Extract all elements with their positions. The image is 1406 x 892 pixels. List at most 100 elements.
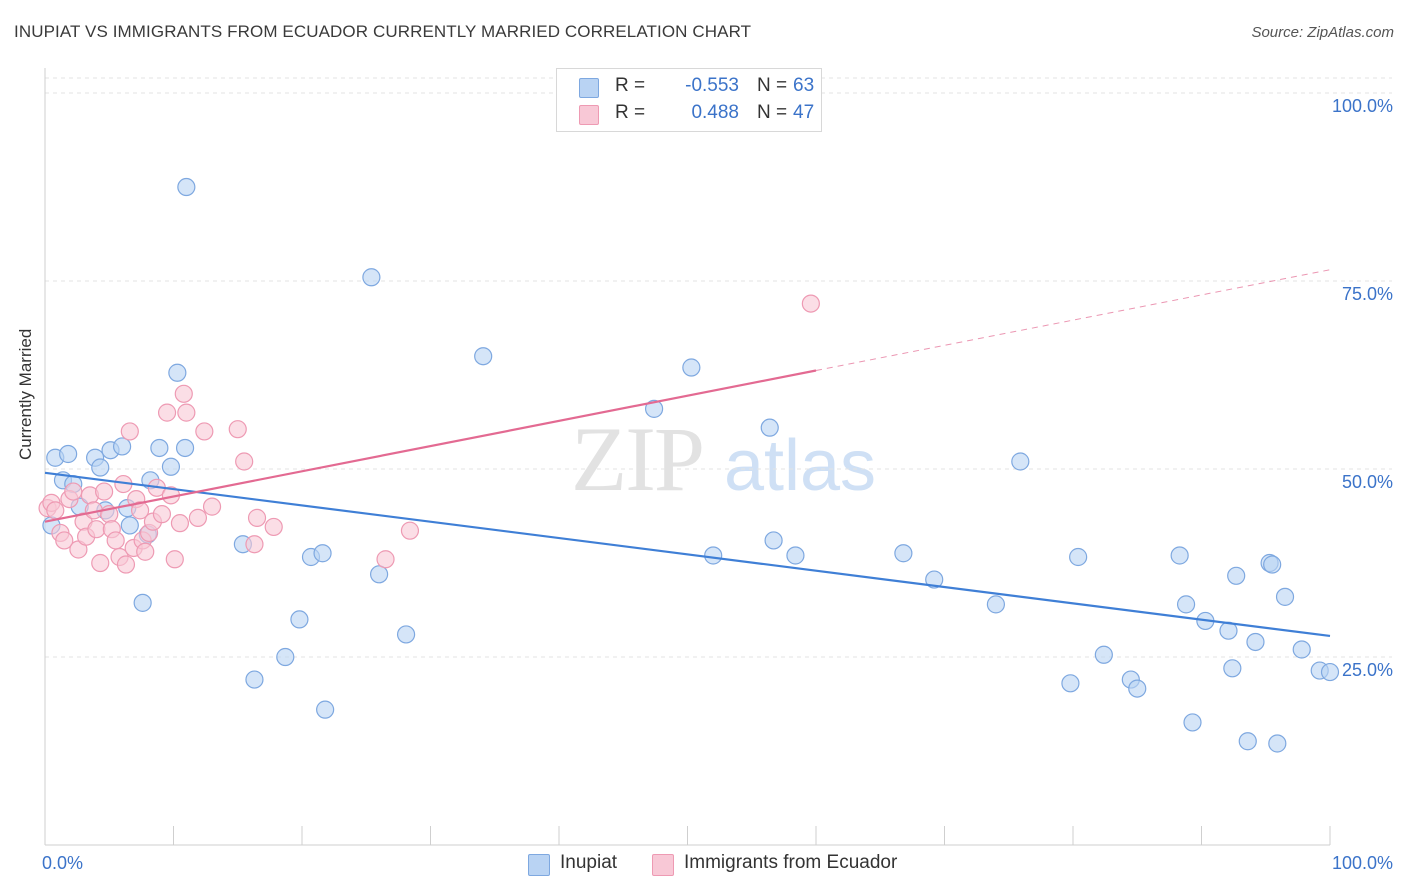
point-ecuador	[170, 514, 190, 533]
point-inupiat	[150, 438, 169, 458]
bottom-legend-label-inupiat: Inupiat	[560, 852, 618, 873]
gridlines	[45, 77, 1392, 658]
point-inupiat	[682, 358, 701, 377]
point-inupiat	[1094, 645, 1113, 664]
trend-line-ecuador-extension	[815, 269, 1331, 372]
source-label: Source: ZipAtlas.com	[1251, 24, 1394, 41]
point-inupiat	[177, 177, 196, 197]
point-inupiat	[764, 531, 783, 550]
point-ecuador	[245, 535, 264, 554]
point-ecuador	[152, 505, 172, 524]
bottom-legend-label-ecuador: Immigrants from Ecuador	[684, 852, 898, 873]
point-inupiat	[1275, 587, 1295, 606]
point-inupiat	[474, 347, 493, 366]
y-tick-label: 100.0%	[1332, 96, 1393, 116]
legend-swatch-ecuador	[579, 105, 599, 125]
point-inupiat	[760, 418, 779, 437]
point-inupiat	[1238, 732, 1257, 751]
point-inupiat	[644, 399, 664, 418]
point-ecuador	[106, 531, 125, 550]
point-ecuador	[228, 420, 247, 439]
point-ecuador	[376, 550, 395, 569]
y-tick-label: 25.0%	[1342, 660, 1393, 680]
point-ecuador	[165, 550, 184, 569]
point-inupiat	[91, 458, 110, 477]
point-ecuador	[235, 452, 254, 471]
axes	[44, 68, 1331, 846]
point-inupiat	[1069, 547, 1088, 567]
correlation-legend: R = -0.553 N = 63 R = 0.488 N = 47	[556, 68, 822, 132]
point-ecuador	[247, 508, 267, 527]
point-inupiat	[1246, 632, 1265, 652]
point-ecuador	[116, 555, 136, 574]
point-ecuador	[195, 422, 214, 441]
point-ecuador	[55, 531, 74, 550]
watermark: ZIP atlas	[571, 408, 876, 510]
legend-swatch-inupiat	[579, 78, 599, 98]
legend-r-label: R =	[615, 75, 646, 96]
point-inupiat	[313, 544, 332, 563]
point-ecuador	[64, 482, 83, 501]
point-inupiat	[1320, 662, 1340, 682]
point-ecuador	[188, 508, 208, 527]
trend-lines	[44, 269, 1331, 638]
point-inupiat	[1268, 734, 1287, 753]
point-inupiat	[1061, 674, 1080, 693]
x-tick-label: 100.0%	[1332, 853, 1393, 873]
point-inupiat	[986, 595, 1006, 614]
point-ecuador	[801, 294, 820, 313]
legend-r-value: -0.553	[685, 75, 739, 96]
point-inupiat	[175, 438, 195, 458]
legend-n-value: 63	[793, 75, 815, 96]
tick-labels: 25.0% 50.0% 75.0% 100.0% 0.0% 100.0%	[42, 96, 1393, 873]
point-inupiat	[290, 610, 309, 629]
legend-n-label: N =	[757, 102, 788, 123]
point-inupiat	[1227, 566, 1246, 585]
bottom-legend-swatch-inupiat	[528, 854, 550, 876]
point-ecuador	[95, 482, 114, 501]
point-inupiat	[59, 444, 78, 464]
point-inupiat	[161, 457, 181, 476]
point-ecuador	[91, 553, 110, 573]
x-tick-label: 0.0%	[42, 853, 83, 873]
point-inupiat	[396, 625, 416, 644]
chart-title: INUPIAT VS IMMIGRANTS FROM ECUADOR CURRE…	[14, 22, 752, 41]
legend-r-label: R =	[615, 102, 646, 123]
point-ecuador	[46, 501, 65, 520]
point-inupiat	[276, 647, 295, 667]
watermark-zip: ZIP	[571, 408, 703, 510]
point-inupiat	[316, 700, 335, 719]
y-tick-label: 50.0%	[1342, 472, 1393, 492]
point-inupiat	[362, 268, 381, 287]
point-inupiat	[925, 570, 944, 589]
point-inupiat	[1292, 640, 1311, 659]
point-ecuador	[157, 403, 177, 422]
point-inupiat	[112, 437, 132, 456]
bottom-legend-swatch-ecuador	[652, 854, 674, 876]
point-inupiat	[1128, 679, 1147, 698]
point-inupiat	[786, 546, 805, 565]
point-ecuador	[174, 384, 193, 403]
point-inupiat	[370, 565, 389, 584]
point-inupiat	[133, 593, 152, 612]
y-axis-label: Currently Married	[16, 328, 35, 460]
point-ecuador	[136, 542, 155, 561]
data-points	[38, 177, 1340, 753]
trend-line-ecuador	[44, 369, 817, 523]
point-inupiat	[1223, 659, 1242, 678]
point-inupiat	[1176, 595, 1196, 614]
point-inupiat	[120, 516, 139, 535]
legend-n-value: 47	[793, 102, 815, 123]
trend-line-inupiat	[44, 471, 1331, 638]
legend-n-label: N =	[757, 75, 788, 96]
point-ecuador	[120, 422, 139, 441]
y-tick-label: 75.0%	[1342, 284, 1393, 304]
point-inupiat	[1011, 452, 1030, 471]
point-ecuador	[202, 497, 222, 516]
point-inupiat	[1183, 713, 1202, 732]
point-inupiat	[1263, 555, 1282, 574]
legend-r-value: 0.488	[691, 102, 739, 123]
watermark-atlas: atlas	[724, 426, 876, 506]
point-ecuador	[87, 520, 106, 539]
